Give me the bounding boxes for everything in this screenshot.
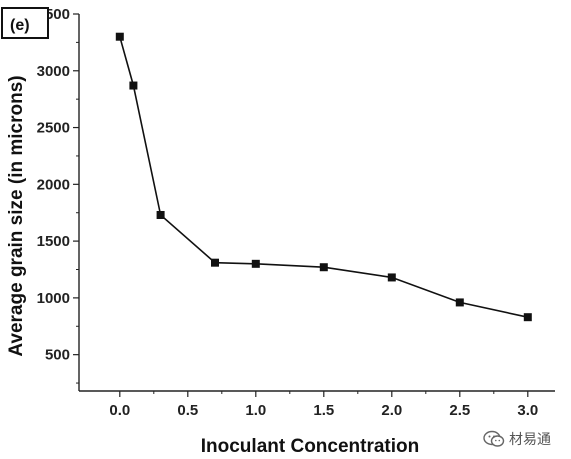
y-tick-label: 500 bbox=[45, 347, 70, 364]
panel-label: (e) bbox=[1, 7, 49, 39]
series-line bbox=[119, 36, 528, 318]
x-tick-label: 1.0 bbox=[245, 402, 266, 419]
data-point-marker bbox=[319, 263, 328, 272]
x-tick-label: 0.5 bbox=[177, 402, 198, 419]
x-tick-label: 3.0 bbox=[517, 402, 538, 419]
y-tick-label: 1000 bbox=[37, 290, 70, 307]
x-tick-label: 1.5 bbox=[313, 402, 334, 419]
data-point-marker bbox=[523, 313, 532, 322]
y-tick-label: 2000 bbox=[37, 176, 70, 193]
watermark-text: 材易通 bbox=[509, 432, 551, 448]
x-axis-title: Inoculant Concentration bbox=[201, 436, 420, 457]
axes bbox=[78, 14, 555, 392]
series-group bbox=[115, 32, 532, 322]
y-tick-label: 1500 bbox=[37, 233, 70, 250]
data-point-marker bbox=[115, 32, 124, 41]
ticks: 0.0 0.5 1.0 1.5 2.0 2.5 3.0 500 1000 1500 2000 2500… bbox=[37, 6, 539, 419]
y-axis-title: Average grain size (in microns) bbox=[6, 75, 27, 356]
y-tick-label: 2500 bbox=[37, 120, 70, 137]
wechat-icon bbox=[483, 430, 505, 447]
data-point-marker bbox=[156, 210, 165, 219]
x-tick-label: 2.5 bbox=[449, 402, 470, 419]
data-point-marker bbox=[387, 273, 396, 282]
data-point-marker bbox=[211, 258, 219, 267]
x-tick-label: 2.0 bbox=[381, 402, 402, 419]
data-point-marker bbox=[251, 259, 260, 268]
y-tick-label: 3000 bbox=[37, 63, 70, 80]
data-point-marker bbox=[129, 81, 138, 90]
watermark: 材易通 bbox=[483, 429, 551, 449]
x-tick-label: 0.0 bbox=[109, 402, 130, 419]
panel-label-text: (e) bbox=[10, 17, 30, 34]
data-point-marker bbox=[455, 298, 464, 307]
